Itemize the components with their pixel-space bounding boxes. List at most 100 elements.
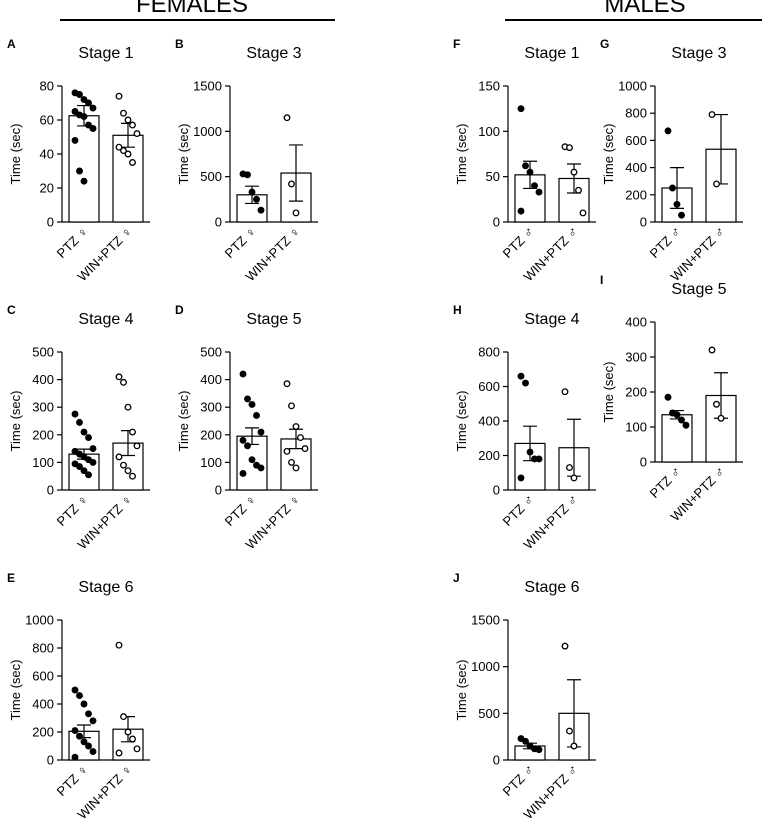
- data-point: [292, 464, 300, 472]
- data-point: [673, 411, 681, 419]
- panel-title: Stage 5: [671, 281, 726, 298]
- x-tick-label: PTZ ♀: [54, 492, 91, 529]
- data-point: [248, 456, 256, 464]
- data-point: [522, 737, 529, 745]
- data-point: [239, 469, 247, 477]
- data-point: [80, 700, 88, 708]
- y-tick-label: 100: [478, 124, 500, 139]
- data-point: [89, 717, 97, 725]
- data-point: [120, 147, 127, 155]
- data-point: [292, 209, 300, 217]
- data-point: [517, 207, 525, 215]
- y-tick-label: 0: [493, 753, 500, 768]
- panel-title: Stage 1: [524, 45, 579, 62]
- data-point: [717, 414, 725, 422]
- data-point: [80, 428, 88, 436]
- y-tick-label: 100: [32, 455, 54, 470]
- y-axis-label: Time (sec): [454, 124, 469, 185]
- data-point: [115, 373, 123, 381]
- y-tick-label: 500: [200, 169, 222, 184]
- y-tick-label: 400: [478, 414, 500, 429]
- data-point: [89, 445, 97, 453]
- data-point: [678, 211, 685, 219]
- y-tick-label: 0: [215, 215, 222, 230]
- y-tick-label: 0: [640, 215, 647, 230]
- panel-title: Stage 4: [524, 311, 579, 328]
- y-tick-label: 600: [32, 669, 54, 684]
- panel-letter: D: [175, 303, 184, 317]
- y-axis-label: Time (sec): [601, 124, 616, 185]
- data-point: [133, 745, 141, 753]
- data-point: [678, 416, 685, 424]
- y-tick-label: 1000: [25, 613, 54, 628]
- y-tick-label: 200: [32, 427, 54, 442]
- data-point: [85, 742, 92, 750]
- y-tick-label: 200: [625, 187, 647, 202]
- y-tick-label: 150: [478, 79, 500, 94]
- panel-title: Stage 3: [671, 45, 726, 62]
- x-tick-label: PTZ ♂: [647, 464, 684, 501]
- data-point: [71, 727, 79, 735]
- data-point: [253, 412, 260, 419]
- data-point: [283, 447, 291, 455]
- data-point: [71, 136, 79, 144]
- y-tick-label: 1000: [471, 659, 500, 674]
- panel-title: Stage 6: [78, 579, 133, 596]
- panel-letter: B: [175, 37, 184, 51]
- y-tick-label: 300: [200, 400, 222, 415]
- data-point: [248, 188, 256, 196]
- bar: [68, 115, 100, 223]
- data-point: [76, 732, 83, 740]
- data-point: [71, 410, 79, 418]
- data-point: [80, 738, 88, 746]
- data-point: [239, 370, 247, 378]
- y-axis-label: Time (sec): [176, 124, 191, 185]
- data-point: [248, 400, 256, 408]
- y-tick-label: 400: [625, 315, 647, 330]
- x-tick-label: PTZ ♂: [500, 492, 537, 529]
- data-point: [76, 463, 83, 470]
- error-bar: [289, 144, 303, 202]
- y-axis-label: Time (sec): [454, 391, 469, 452]
- y-tick-label: 1000: [193, 124, 222, 139]
- y-tick-label: 300: [625, 350, 647, 365]
- y-tick-label: 60: [40, 113, 54, 128]
- y-axis-label: Time (sec): [176, 391, 191, 452]
- x-tick-label: PTZ ♂: [500, 762, 537, 799]
- data-point: [244, 442, 251, 450]
- data-point: [575, 186, 582, 194]
- y-axis-label: Time (sec): [8, 391, 23, 452]
- data-point: [708, 111, 716, 119]
- y-tick-label: 1500: [471, 613, 500, 628]
- y-tick-label: 80: [40, 79, 54, 94]
- data-point: [76, 692, 83, 700]
- data-point: [120, 713, 127, 721]
- data-point: [120, 378, 127, 386]
- panel-title: Stage 1: [78, 45, 133, 62]
- data-point: [76, 91, 83, 98]
- data-point: [76, 418, 83, 426]
- y-tick-label: 200: [625, 385, 647, 400]
- data-point: [570, 742, 578, 750]
- y-tick-label: 100: [200, 455, 222, 470]
- data-point: [85, 710, 92, 718]
- y-tick-label: 1500: [193, 79, 222, 94]
- data-point: [124, 403, 132, 411]
- data-point: [526, 168, 534, 176]
- data-point: [535, 746, 543, 754]
- y-tick-label: 300: [32, 400, 54, 415]
- data-point: [80, 96, 88, 104]
- x-tick-label: PTZ ♀: [54, 224, 91, 261]
- y-tick-label: 0: [47, 215, 54, 230]
- panel-letter: G: [600, 37, 609, 51]
- data-point: [133, 130, 141, 138]
- y-tick-label: 20: [40, 181, 54, 196]
- panel-letter: F: [453, 37, 460, 51]
- data-point: [283, 114, 291, 122]
- data-point: [561, 642, 569, 650]
- y-tick-label: 800: [625, 106, 647, 121]
- data-point: [535, 188, 543, 196]
- data-point: [124, 728, 132, 736]
- panel-title: Stage 4: [78, 311, 133, 328]
- data-point: [535, 455, 543, 463]
